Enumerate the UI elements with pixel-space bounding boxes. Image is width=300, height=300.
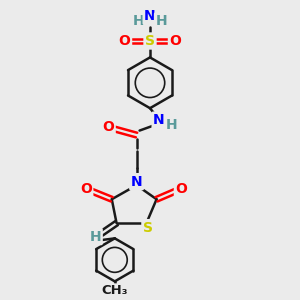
Text: H: H — [155, 14, 167, 28]
Text: N: N — [144, 9, 156, 23]
Text: S: S — [143, 220, 153, 235]
Text: H: H — [166, 118, 177, 132]
Text: O: O — [119, 34, 130, 48]
Text: S: S — [145, 34, 155, 48]
Text: N: N — [131, 175, 142, 189]
Text: CH₃: CH₃ — [101, 284, 128, 297]
Text: O: O — [176, 182, 187, 196]
Text: O: O — [80, 182, 92, 196]
Text: O: O — [169, 34, 181, 48]
Text: H: H — [89, 230, 101, 244]
Text: H: H — [133, 14, 145, 28]
Text: O: O — [102, 120, 114, 134]
Text: N: N — [153, 113, 165, 127]
